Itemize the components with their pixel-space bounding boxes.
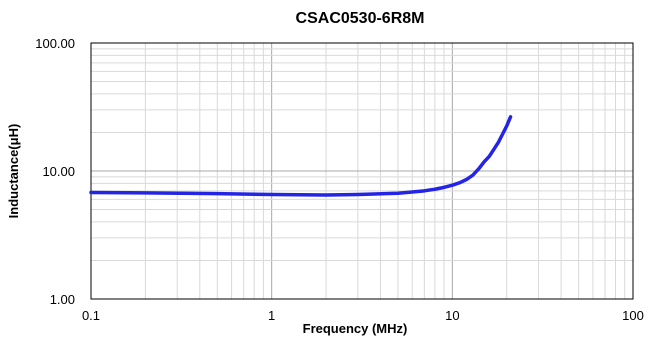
series-line: [89, 115, 513, 197]
y-tick-label: 1.00: [50, 292, 75, 307]
y-axis-label: Inductance(μH): [6, 124, 21, 219]
y-tick-label: 100.00: [35, 36, 75, 51]
grid: [91, 43, 633, 299]
x-tick-label: 1: [268, 308, 275, 323]
plot-frame: [90, 42, 634, 300]
chart-title: CSAC0530-6R8M: [296, 10, 425, 27]
tick-labels: 0.1 1 10 100 1.00 10.00 100.00: [35, 36, 644, 323]
x-tick-label: 0.1: [82, 308, 100, 323]
x-tick-label: 100: [622, 308, 644, 323]
y-tick-label: 10.00: [42, 164, 75, 179]
x-axis-label: Frequency (MHz): [303, 321, 408, 336]
x-tick-label: 10: [445, 308, 459, 323]
series-layer: [89, 115, 513, 197]
